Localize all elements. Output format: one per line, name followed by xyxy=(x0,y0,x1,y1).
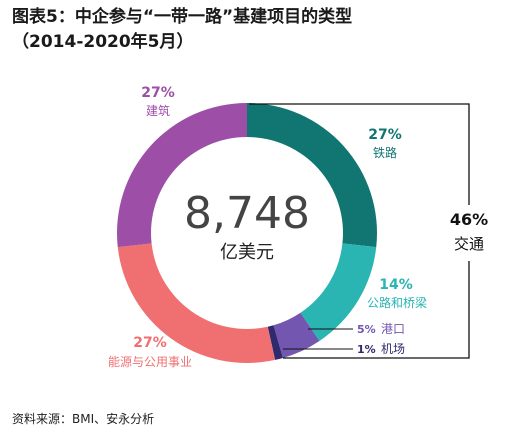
label-building: 建筑 xyxy=(146,103,170,118)
pct-label-building: 27% xyxy=(141,85,175,101)
slice-energy xyxy=(117,243,276,363)
center-value: 8,748 xyxy=(184,188,310,239)
slice-road-bridge xyxy=(300,243,377,341)
chart-subtitle: （2014-2020年5月） xyxy=(12,32,194,52)
slice-building xyxy=(117,103,248,248)
label-port: 港口 xyxy=(381,322,405,336)
pct-label-railway: 27% xyxy=(368,127,402,143)
label-railway: 铁路 xyxy=(373,145,397,160)
label-airport: 机场 xyxy=(381,342,405,356)
transport-label-bg xyxy=(448,205,490,261)
slice-railway xyxy=(247,103,377,248)
label-energy: 能源与公用事业 xyxy=(108,355,192,369)
transport-pct: 46% xyxy=(450,210,488,229)
source-note: 资料来源：BMI、安永分析 xyxy=(12,412,155,426)
transport-label: 交通 xyxy=(454,235,484,253)
slice-port xyxy=(273,312,320,358)
label-road-bridge: 公路和桥梁 xyxy=(367,295,427,310)
pct-label-airport: 1% xyxy=(357,343,376,356)
slice-airport xyxy=(267,325,283,360)
chart-title: 图表5：中企参与“一带一路”基建项目的类型 xyxy=(12,7,353,27)
pct-label-energy: 27% xyxy=(133,335,167,351)
pct-label-road-bridge: 14% xyxy=(379,277,413,293)
pct-label-port: 5% xyxy=(357,323,376,336)
center-unit: 亿美元 xyxy=(220,242,274,263)
